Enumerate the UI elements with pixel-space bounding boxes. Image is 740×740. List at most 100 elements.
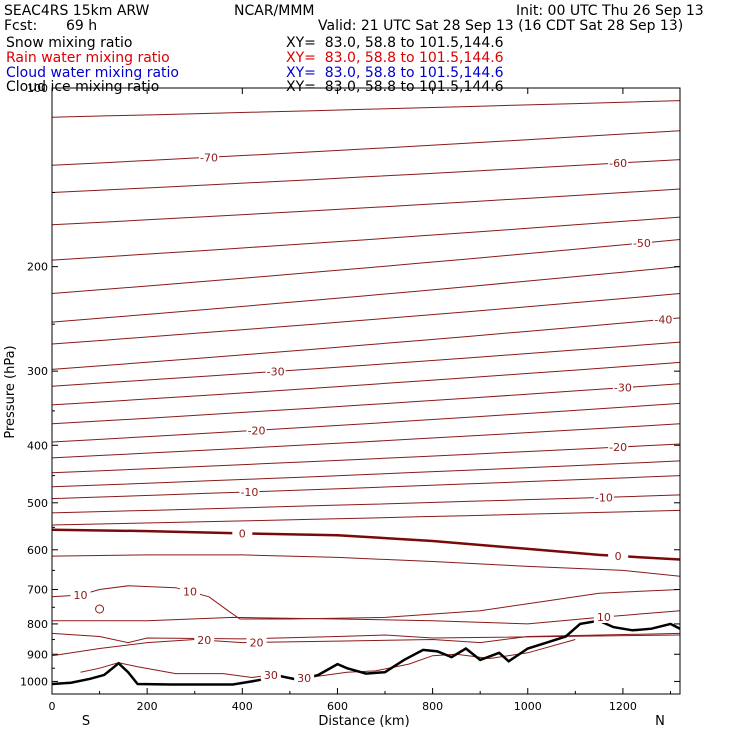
y-tick-label: 1000 [20,675,48,688]
isotherm-label: -60 [609,157,627,170]
field-name-snow: Snow mixing ratio [6,35,133,51]
field-name-cloud-water: Cloud water mixing ratio [6,65,179,81]
isotherm-label: -40 [654,313,672,326]
isotherm-label: -20 [248,424,266,437]
isotherm-line [51,443,681,474]
field-name-rain: Rain water mixing ratio [6,50,170,66]
y-axis-label: Pressure (hPa) [3,345,18,438]
isotherm-line [51,509,681,526]
x-tick-label: 1200 [609,700,637,713]
field-xy-snow: XY= 83.0, 58.8 to 101.5,144.6 [286,35,504,51]
contour-10b-line [52,610,681,625]
isotherm-line [51,460,681,488]
isotherm-line [51,317,681,370]
isotherm-line [51,341,681,387]
contour-30-label: 30 [297,672,311,685]
plot-frame [51,87,681,695]
isotherm-label: -50 [633,237,651,250]
contour-20a-label-bg [194,634,215,647]
isotherm-line [51,188,681,226]
x-tick-label: 1000 [514,700,542,713]
contour-20a-label-bg [246,636,267,649]
isotherm-line [51,216,681,261]
contour-10b-label-bg [593,611,614,624]
terrain-line [51,619,681,686]
contour-10a-label-bg [70,588,91,601]
closed-contour [95,604,105,614]
contour-30-label-bg [260,668,281,681]
x-end-label-left: S [82,714,90,729]
isotherm-label: -20 [609,441,627,454]
init-time: Init: 00 UTC Thu 26 Sep 13 [516,3,704,19]
contour-10a-label-bg [179,585,200,598]
x-axis-label: Distance (km) [318,714,409,729]
x-tick-label: 200 [137,700,158,713]
isotherm-label-bg [612,381,633,394]
isotherm-label-bg [593,491,614,504]
contour-30-label-bg [294,672,315,685]
x-tick-label: 0 [49,700,56,713]
y-tick-label: 600 [27,544,48,557]
freezing-level-label: 0 [615,550,622,563]
isotherm-label-bg [653,313,674,326]
contour-30-line [80,639,576,680]
org-title: NCAR/MMM [234,3,315,19]
y-tick-label: 900 [27,648,48,661]
isotherm-label-bg [246,424,267,437]
isotherm-line [51,159,681,193]
freezing-level-line [51,528,681,561]
x-tick-label: 800 [422,700,443,713]
isotherm-line [51,361,681,406]
forecast-hour: 69 h [66,18,98,34]
contour-10a-label: 10 [74,589,88,602]
contour-10a-label: 10 [183,586,197,599]
contour-20a-label: 20 [197,634,211,647]
isotherm-line [51,423,681,459]
isotherm-line [51,100,681,118]
contour-20b-line [51,632,681,644]
field-xy-cloud-water: XY= 83.0, 58.8 to 101.5,144.6 [286,65,504,81]
isotherm-label-bg [239,485,260,498]
model-title: SEAC4RS 15km ARW [4,3,150,19]
valid-time: Valid: 21 UTC Sat 28 Sep 13 (16 CDT Sat … [318,18,684,34]
isotherm-line [51,475,681,500]
contour-10a-line [51,585,681,620]
isotherm-label: -30 [267,365,285,378]
isotherm-label: -10 [240,486,258,499]
isotherm-label: -30 [614,382,632,395]
contour-20a-line [51,632,681,657]
isotherm-line [51,293,681,345]
x-end-label-right: N [655,714,665,729]
field-xy-cloud-ice: XY= 83.0, 58.8 to 101.5,144.6 [286,79,504,95]
isotherm-label-bg [199,151,219,164]
isotherm-line [51,494,681,514]
isotherm-line [51,130,681,166]
isotherm-line [51,266,681,323]
isotherm-line [51,383,681,425]
isotherm-line [51,402,681,443]
isotherm-label-bg [265,365,286,378]
y-tick-label: 300 [27,365,48,378]
y-tick-label: 200 [27,261,48,274]
freezing-level-label-bg [608,549,629,562]
contour-layer [51,100,681,686]
isotherm-label: -10 [595,491,613,504]
isotherm-label-bg [608,157,629,170]
y-tick-label: 400 [27,439,48,452]
x-tick-label: 400 [232,700,253,713]
y-tick-label: 100 [27,82,48,95]
contour-0b-line [51,554,681,577]
y-tick-label: 500 [27,497,48,510]
field-xy-rain: XY= 83.0, 58.8 to 101.5,144.6 [286,50,504,66]
axes-layer: 0 200 400 600 800 1000 12001002003004005006007… [20,82,680,713]
contour-label-layer: -70 -60 -50 -40 -30 -30 -20 -20 -10 -10 0 0 10 10 10 20… [70,151,674,685]
freezing-level-label: 0 [239,527,246,540]
freezing-level-label-bg [232,527,253,540]
contour-30-label: 30 [264,669,278,682]
forecast-label: Fcst: [4,18,38,34]
isotherm-label: -70 [200,151,218,164]
y-tick-label: 800 [27,618,48,631]
x-tick-label: 600 [327,700,348,713]
isotherm-label-bg [608,441,629,454]
